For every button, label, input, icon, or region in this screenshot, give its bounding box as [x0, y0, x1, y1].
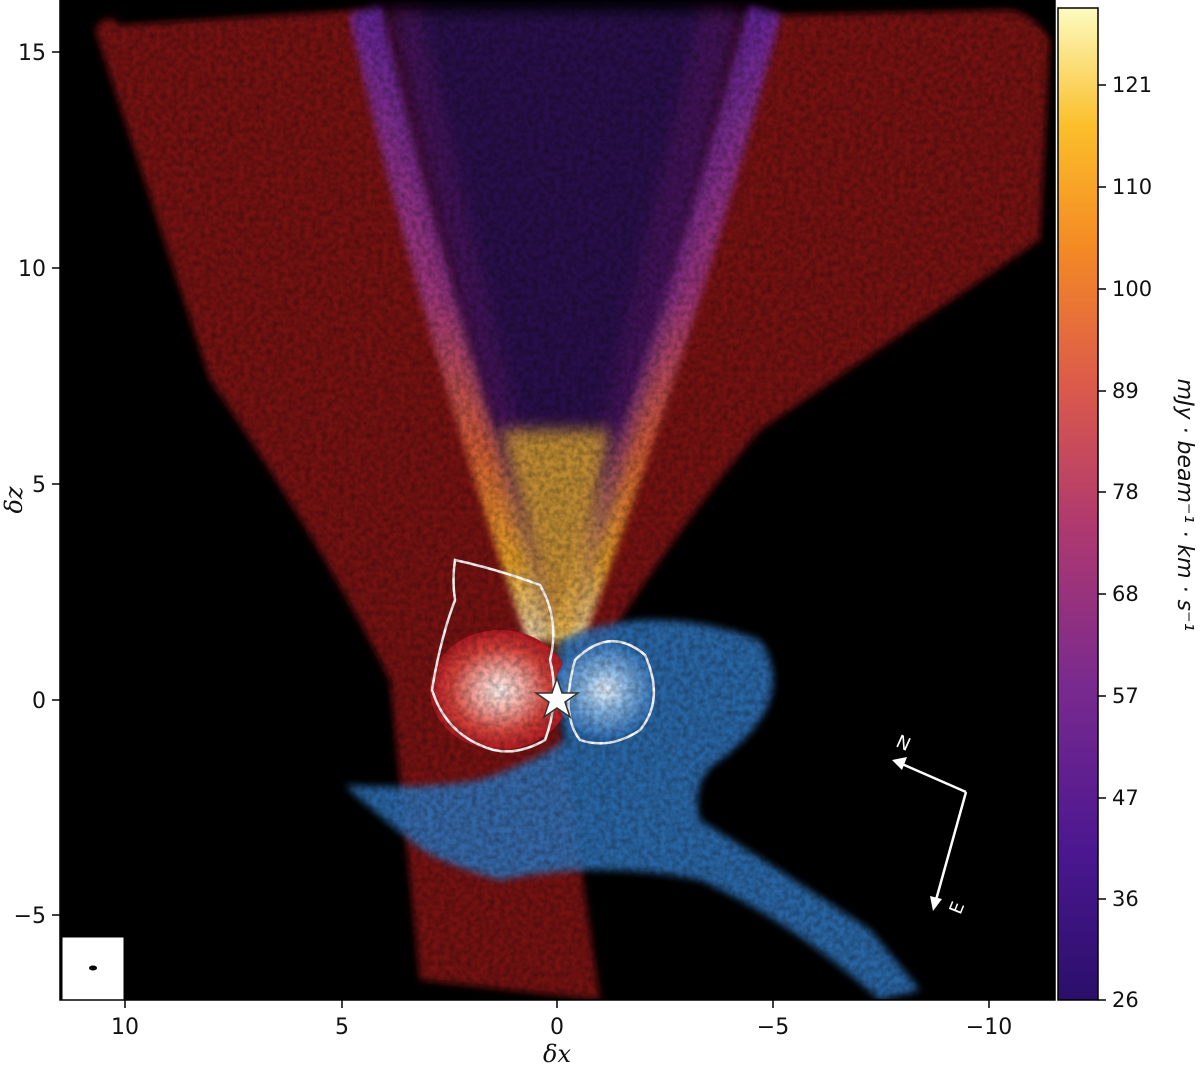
x-axis	[124, 1000, 990, 1008]
colorbar-tick-89: 89	[1112, 379, 1139, 403]
map-plot-area: N E	[60, 0, 1055, 1000]
y-tick-label-5: 5	[32, 473, 46, 498]
x-tick-label-10: 10	[111, 1015, 139, 1040]
colorbar-tick-47: 47	[1112, 786, 1139, 810]
colorbar-unit-label: mJy · beam⁻¹ · km · s⁻¹	[1172, 379, 1197, 632]
colorbar-tick-110: 110	[1112, 175, 1152, 199]
y-tick-label-10: 10	[18, 257, 46, 282]
y-tick-label-neg5: −5	[14, 904, 46, 929]
y-axis	[52, 51, 60, 916]
x-tick-label-neg10: −10	[966, 1015, 1012, 1040]
noise-texture	[60, 0, 1055, 1000]
x-axis-label: δx	[543, 1040, 571, 1068]
colorbar: 121 110 100 89 78 68 57 47 36 26 mJy · b…	[1057, 7, 1197, 1012]
colorbar-tick-100: 100	[1112, 277, 1152, 301]
colorbar-gradient	[1057, 7, 1099, 1001]
east-arrow-line	[934, 791, 968, 901]
y-tick-label-0: 0	[32, 689, 46, 714]
colorbar-tick-121: 121	[1112, 73, 1152, 97]
colorbar-tick-36: 36	[1112, 887, 1139, 911]
y-tick-label-15: 15	[18, 41, 46, 66]
north-arrow-line	[901, 762, 967, 794]
source-star-marker	[533, 675, 581, 719]
beam-ellipse	[89, 965, 97, 971]
x-tick-label-0: 0	[550, 1015, 564, 1040]
y-axis-label: δz	[0, 486, 28, 513]
x-tick-label-neg5: −5	[757, 1015, 789, 1040]
x-tick-label-5: 5	[335, 1015, 349, 1040]
colorbar-tick-57: 57	[1112, 684, 1139, 708]
colorbar-tick-26: 26	[1112, 988, 1139, 1012]
colorbar-tick-68: 68	[1112, 582, 1139, 606]
colorbar-tick-78: 78	[1112, 480, 1139, 504]
north-arrow-head	[892, 757, 907, 770]
east-arrow-head	[930, 896, 942, 911]
